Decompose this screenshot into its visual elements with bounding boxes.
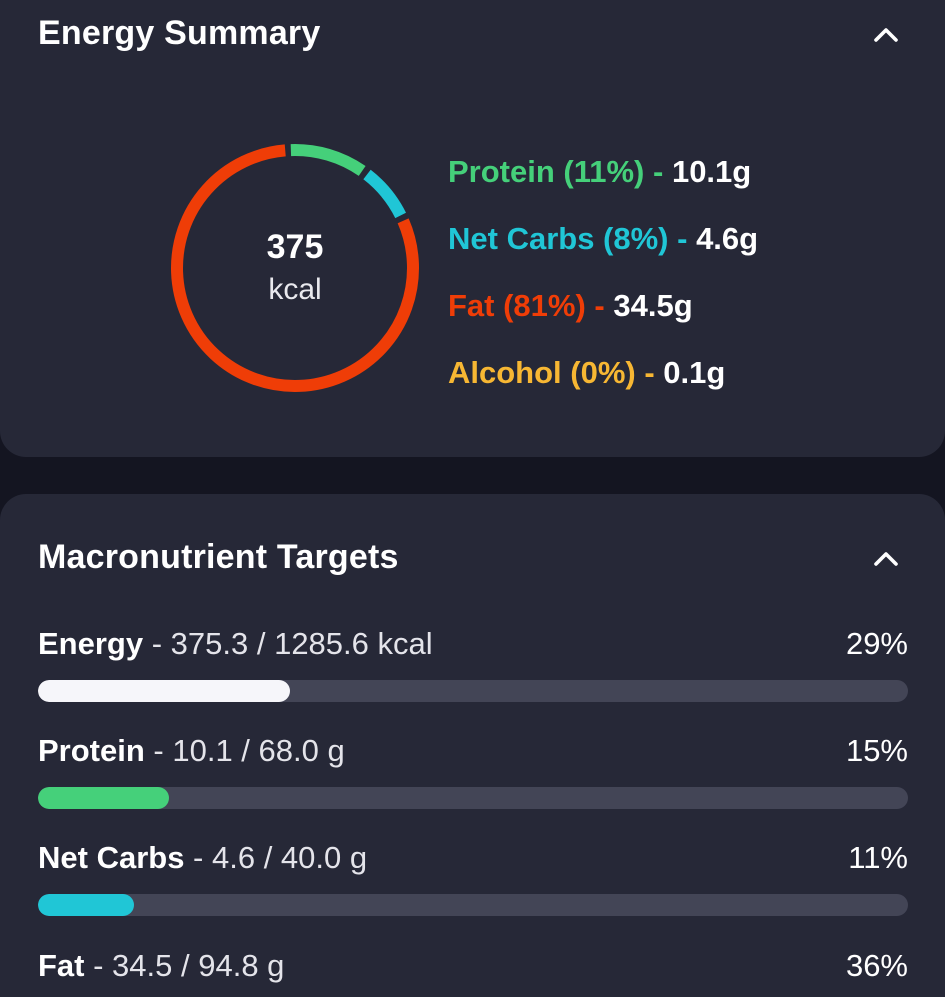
legend-amount: 10.1g (671, 154, 752, 189)
target-percent: 15% (845, 733, 908, 768)
legend-label: Protein (11%) (448, 154, 645, 189)
legend-item-net-carbs: Net Carbs (8%) - 4.6g (448, 221, 759, 256)
legend-item-protein: Protein (11%) - 10.1g (448, 154, 752, 189)
target-name: Net Carbs (38, 840, 185, 875)
target-detail: - 34.5 / 94.8 g (84, 948, 285, 983)
macronutrient-targets-title: Macronutrient Targets (38, 538, 399, 576)
target-detail: - 4.6 / 40.0 g (184, 840, 368, 875)
target-row-protein: Protein - 10.1 / 68.0 g 15% (38, 733, 908, 809)
energy-donut-chart (171, 144, 419, 392)
progress-bar-fill (38, 894, 134, 916)
legend-label: Fat (81%) (448, 288, 586, 323)
target-name: Protein (38, 733, 145, 768)
energy-legend: Protein (11%) - 10.1g Net Carbs (8%) - 4… (448, 150, 758, 418)
donut-segment-fat (171, 144, 419, 392)
target-name: Fat (38, 948, 85, 983)
legend-amount: 34.5g (613, 288, 693, 323)
target-row-fat: Fat - 34.5 / 94.8 g 36% (38, 948, 908, 988)
chevron-up-icon[interactable] (873, 546, 899, 572)
energy-total-value: 375 (266, 228, 324, 266)
progress-bar-fill (38, 680, 291, 702)
target-percent: 29% (845, 626, 908, 661)
target-detail: - 10.1 / 68.0 g (144, 733, 345, 768)
energy-total: 375 kcal (170, 142, 420, 394)
target-row-net-carbs: Net Carbs - 4.6 / 40.0 g 11% (38, 840, 908, 916)
progress-bar (38, 787, 908, 809)
target-name: Energy (38, 626, 144, 661)
target-row-energy: Energy - 375.3 / 1285.6 kcal 29% (38, 626, 908, 702)
progress-bar (38, 680, 908, 702)
energy-summary-title: Energy Summary (38, 14, 321, 52)
progress-bar (38, 894, 908, 916)
legend-item-alcohol: Alcohol (0%) - 0.1g (448, 355, 726, 390)
donut-segment-protein (171, 144, 419, 392)
energy-summary-card: Energy Summary 375 kcal Protein (11%) - … (0, 0, 945, 457)
progress-bar-fill (38, 787, 169, 809)
target-percent: 11% (848, 840, 908, 875)
legend-item-fat: Fat (81%) - 34.5g (448, 288, 693, 323)
target-detail: - 375.3 / 1285.6 kcal (143, 626, 433, 661)
energy-total-unit: kcal (268, 273, 322, 306)
chevron-up-icon[interactable] (873, 22, 899, 48)
target-percent: 36% (845, 948, 908, 983)
legend-amount: 0.1g (663, 355, 726, 390)
legend-amount: 4.6g (696, 221, 759, 256)
legend-label: Alcohol (0%) (448, 355, 636, 390)
legend-label: Net Carbs (8%) (448, 221, 669, 256)
